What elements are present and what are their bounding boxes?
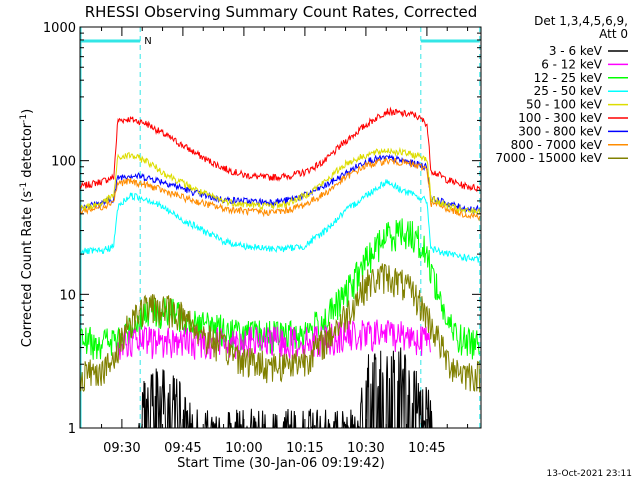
plot-frame — [79, 26, 482, 429]
legend-header-2: Att 0 — [599, 27, 628, 41]
x-axis-ticks: 09:30 09:45 10:00 10:15 10:30 10:45 — [101, 27, 469, 456]
x-tick-label: 09:45 — [164, 441, 201, 456]
y-axis-ticks: 1 10 100 1000 — [43, 21, 481, 437]
x-tick-label: 10:45 — [408, 441, 445, 456]
series-line — [79, 178, 480, 263]
legend-label: 3 - 6 keV — [549, 44, 603, 58]
x-tick-label: 10:00 — [225, 441, 262, 456]
series-line — [79, 106, 481, 193]
y-axis-label-end: ) — [20, 109, 35, 114]
x-tick-label: 09:30 — [103, 441, 140, 456]
saa-markers: N — [80, 27, 481, 428]
y-tick-label: 10 — [59, 288, 76, 303]
y-axis-label-sup1: -1 — [19, 182, 29, 191]
x-tick-label: 10:15 — [286, 441, 323, 456]
legend-label: 25 - 50 keV — [534, 84, 603, 98]
series-line — [79, 218, 481, 360]
series-line — [79, 157, 481, 222]
y-axis-label-mid: detector — [20, 122, 35, 182]
y-axis-label-main: Corrected Count Rate (s — [20, 191, 35, 348]
legend-header-1: Det 1,3,4,5,6,9, — [534, 14, 628, 28]
series-line — [117, 319, 431, 360]
legend-label: 100 - 300 keV — [518, 111, 602, 125]
x-axis-label: Start Time (30-Jan-06 09:19:42) — [177, 456, 385, 471]
legend-label: 300 - 800 keV — [518, 124, 602, 138]
legend-label: 6 - 12 keV — [541, 57, 603, 71]
legend-label: 800 - 7000 keV — [511, 138, 603, 152]
series-line — [79, 263, 481, 393]
footer-timestamp: 13-Oct-2021 23:11 — [547, 469, 632, 479]
legend-label: 7000 - 15000 keV — [495, 151, 602, 165]
y-axis-label-sup2: -1 — [19, 114, 29, 123]
legend-label: 12 - 25 keV — [534, 71, 603, 85]
night-flag: N — [144, 36, 151, 47]
y-tick-label: 1 — [68, 422, 76, 437]
y-tick-label: 1000 — [43, 21, 76, 36]
chart-title: RHESSI Observing Summary Count Rates, Co… — [85, 3, 478, 21]
y-tick-label: 100 — [51, 155, 76, 170]
legend-label: 50 - 100 keV — [526, 98, 603, 112]
series-line — [79, 146, 481, 215]
x-tick-label: 10:30 — [347, 441, 384, 456]
y-axis-label: Corrected Count Rate (s-1 detector-1) — [19, 109, 35, 347]
